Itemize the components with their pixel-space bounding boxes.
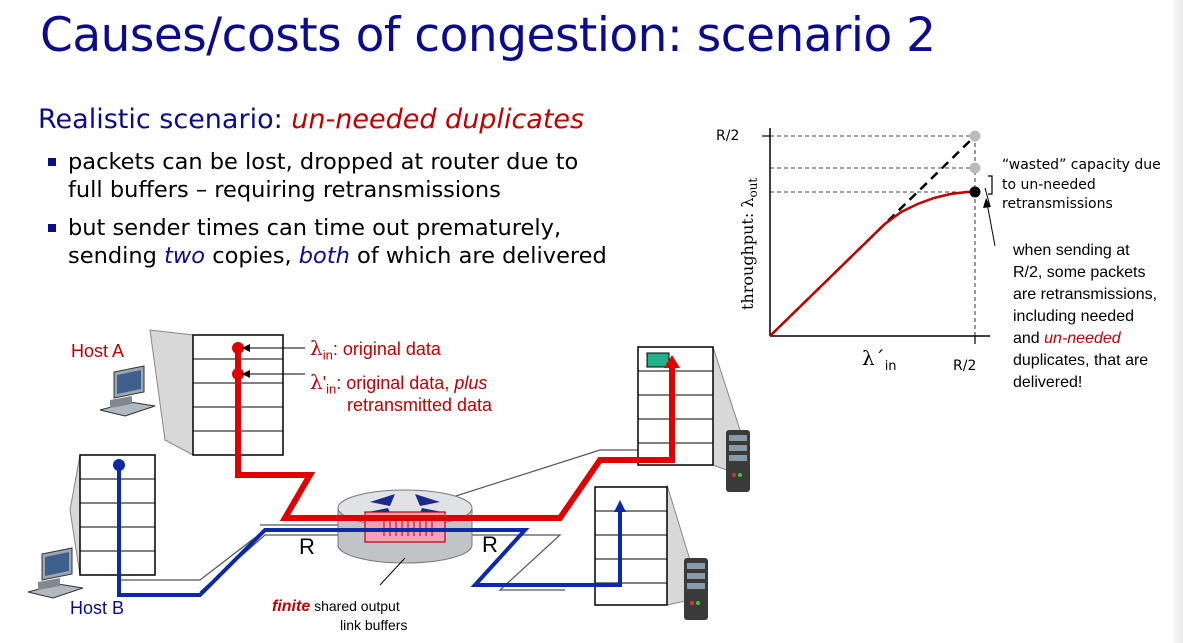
throughput-chart [762, 128, 996, 344]
host-a-callout [149, 329, 194, 456]
host-b-label: Host B [70, 598, 125, 618]
chart-guides [770, 135, 976, 336]
server-2-icon [684, 558, 708, 620]
lambda-in-label: λin: original data [310, 336, 441, 363]
host-b-flow [117, 465, 622, 597]
x-axis-label: λ´in [862, 346, 897, 374]
wasted-capacity-note: “wasted” capacity due to un-needed retra… [1002, 157, 1161, 212]
chart-markers [969, 130, 981, 198]
chart-axes [762, 128, 990, 344]
marker-point-0 [969, 130, 981, 142]
host-a-flow [235, 348, 675, 521]
bullet-2-line2: sending two copies, both of which are de… [68, 243, 607, 269]
host-b-flow-arrowhead [614, 500, 626, 512]
chart-series [769, 135, 976, 337]
network-diagram [27, 329, 750, 620]
subtitle-prefix: Realistic scenario: [38, 104, 292, 135]
router-label-left: R [299, 534, 315, 559]
side-note-pointer [986, 202, 996, 247]
subtitle-highlight: un-needed duplicates [291, 104, 585, 135]
bullet-1-line1: packets can be lost, dropped at router d… [68, 149, 579, 175]
lambda-in-dot [232, 342, 244, 354]
lambda-in-prime-label: λ'in: original data, plus [310, 370, 488, 397]
host-b-dot [113, 459, 125, 471]
subtitle: Realistic scenario: un-needed duplicates [38, 104, 584, 135]
slide-title: Causes/costs of congestion: scenario 2 [40, 8, 936, 63]
bullet-square [48, 158, 56, 166]
x-tick-label: R/2 [953, 358, 977, 374]
router-label-right: R [482, 532, 498, 557]
lambda-in-prime-dot [232, 368, 244, 380]
retransmitted-label: retransmitted data [347, 395, 493, 415]
marker-point-1 [969, 162, 981, 174]
receiver-2-buffer-table [594, 486, 668, 606]
server-1-icon [726, 430, 750, 492]
y-tick-label: R/2 [716, 128, 740, 144]
buffer-pointer-line [379, 557, 406, 586]
bullet-1-line2: full buffers – requiring retransmissions [68, 177, 501, 203]
host-b-computer-icon [27, 547, 84, 599]
host-a-computer-icon [99, 365, 156, 417]
y-axis-label: throughput: λout [738, 177, 761, 310]
series-line-1 [769, 190, 975, 337]
delivered-packet [646, 352, 670, 368]
marker-point-2 [969, 186, 981, 198]
host-a-flow-arrowhead [664, 355, 680, 368]
bullet-1: packets can be lost, dropped at router d… [48, 148, 668, 208]
bullet-square [48, 224, 56, 232]
bullet-2-line1: but sender times can time out prematurel… [68, 215, 562, 241]
wasted-bracket [988, 175, 993, 195]
slide-edge [1171, 0, 1183, 643]
side-note: when sending at R/2, some packets are re… [1013, 242, 1158, 391]
host-a-label: Host A [71, 341, 125, 361]
bullet-2: but sender times can time out prematurel… [48, 214, 668, 274]
finite-buffers-label: finite shared output link buffers [272, 598, 408, 633]
